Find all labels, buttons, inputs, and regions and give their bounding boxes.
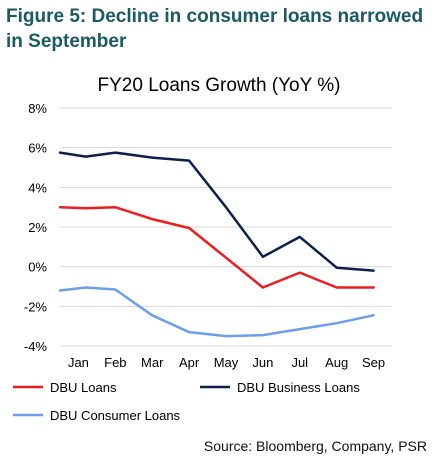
x-tick-label: Jan bbox=[68, 355, 89, 370]
series-lines bbox=[58, 151, 375, 338]
y-tick-label: 2% bbox=[28, 220, 47, 235]
y-tick-label: 0% bbox=[28, 260, 47, 275]
series-line-dbu-loans bbox=[58, 205, 375, 289]
x-tick-label: Sep bbox=[362, 355, 385, 370]
x-tick-label: Jul bbox=[291, 355, 308, 370]
y-tick-label: -2% bbox=[24, 299, 48, 314]
source-note: Source: Bloomberg, Company, PSR bbox=[203, 438, 427, 454]
y-tick-label: 4% bbox=[28, 180, 47, 195]
y-tick-label: 8% bbox=[28, 101, 47, 116]
legend-label-dbu-business-loans: DBU Business Loans bbox=[237, 380, 360, 395]
y-axis-tick-labels: -4% -2% 0% 2% 4% 6% 8% bbox=[24, 101, 48, 354]
legend-label-dbu-loans: DBU Loans bbox=[50, 380, 117, 395]
series-line-dbu-business-loans bbox=[58, 151, 375, 272]
y-tick-label: -4% bbox=[24, 339, 48, 354]
x-tick-label: Mar bbox=[141, 355, 164, 370]
x-tick-label: Feb bbox=[104, 355, 126, 370]
y-tick-label: 6% bbox=[28, 141, 47, 156]
chart-title: FY20 Loans Growth (YoY %) bbox=[98, 75, 341, 96]
x-tick-label: May bbox=[214, 355, 239, 370]
x-tick-label: Apr bbox=[179, 355, 200, 370]
legend-label-dbu-consumer-loans: DBU Consumer Loans bbox=[50, 408, 181, 423]
gridlines bbox=[60, 107, 392, 347]
legend: DBU Loans DBU Business Loans DBU Consumer … bbox=[13, 380, 360, 423]
x-axis-tick-labels: Jan Feb Mar Apr May Jun Jul Aug Sep bbox=[68, 355, 385, 370]
series-line-dbu-consumer-loans bbox=[58, 286, 375, 338]
figure-heading: Figure 5: Decline in consumer loans narr… bbox=[6, 6, 424, 52]
x-tick-label: Aug bbox=[325, 355, 348, 370]
x-tick-label: Jun bbox=[252, 355, 273, 370]
